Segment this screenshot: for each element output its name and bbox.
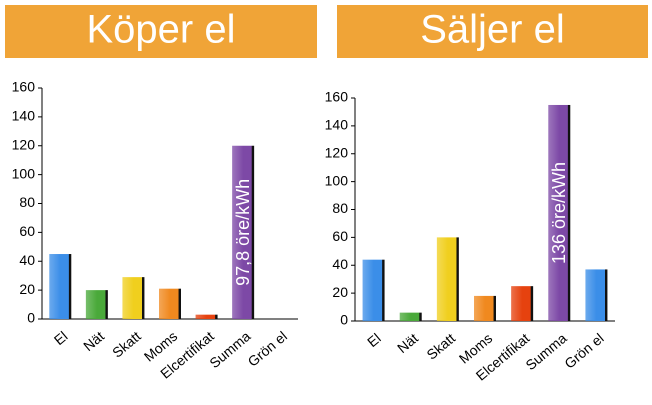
- y-tick-label: 40: [332, 256, 348, 272]
- y-tick-label: 20: [332, 284, 348, 300]
- bar: [585, 269, 608, 321]
- bar: [49, 254, 72, 319]
- x-tick-label: Nät: [394, 330, 421, 356]
- y-tick-label: 20: [19, 281, 35, 297]
- x-tick-label: Skatt: [109, 328, 144, 361]
- bar: [232, 145, 255, 319]
- annotation: 136 öre/kWh: [549, 162, 569, 264]
- x-tick-label: Summa: [522, 330, 569, 373]
- bar: [122, 277, 145, 319]
- y-tick-label: 60: [332, 228, 348, 244]
- y-tick-label: 40: [19, 252, 35, 268]
- x-tick-label: El: [364, 330, 384, 350]
- y-tick-label: 140: [12, 108, 36, 124]
- bar: [362, 259, 385, 321]
- y-tick-label: 120: [12, 136, 36, 152]
- y-tick-label: 100: [325, 172, 349, 188]
- bar: [399, 312, 422, 321]
- chart: Säljer el 0 20 40 60 80 100 120 140 160 El Nät Skatt…: [325, 5, 648, 384]
- bar: [195, 314, 218, 319]
- y-tick-label: 60: [19, 223, 35, 239]
- y-tick-label: 80: [332, 200, 348, 216]
- title-banner: [5, 5, 317, 58]
- x-tick-label: Grön el: [245, 328, 290, 370]
- bar: [436, 237, 459, 321]
- bar: [159, 288, 181, 319]
- x-tick-label: Skatt: [423, 330, 458, 363]
- title-banner: [337, 5, 648, 58]
- y-tick-label: 160: [325, 89, 349, 105]
- chart-title: Säljer el: [420, 8, 565, 52]
- y-tick-label: 140: [325, 117, 349, 133]
- x-tick-label: Summa: [206, 328, 253, 371]
- x-tick-label: El: [51, 328, 71, 348]
- annotation: 97,8 öre/kWh: [233, 179, 253, 286]
- y-tick-label: 0: [340, 312, 348, 328]
- y-tick-label: 120: [325, 144, 349, 160]
- y-tick-label: 80: [19, 194, 35, 210]
- y-tick-label: 0: [27, 310, 35, 326]
- x-tick-label: Grön el: [561, 330, 606, 372]
- bar: [474, 295, 496, 321]
- x-tick-label: Nät: [80, 328, 107, 354]
- bar: [85, 290, 108, 319]
- bar: [511, 286, 534, 321]
- y-tick-label: 100: [12, 165, 36, 181]
- bar: [548, 104, 571, 321]
- y-tick-label: 160: [12, 79, 36, 95]
- chart-title: Köper el: [87, 8, 236, 52]
